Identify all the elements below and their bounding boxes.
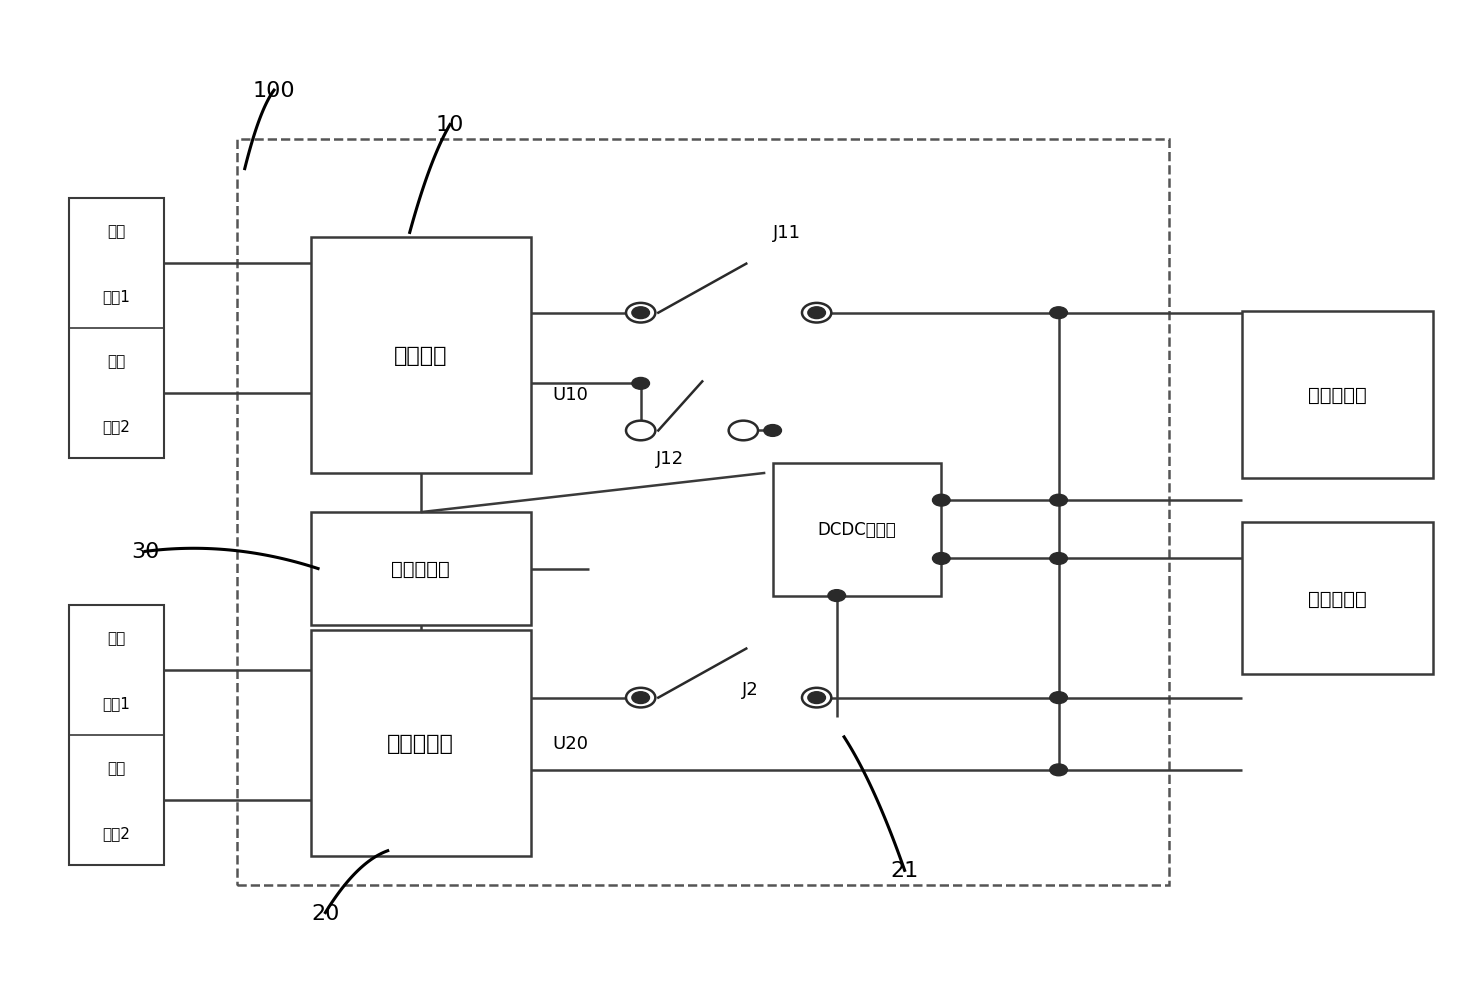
FancyBboxPatch shape — [773, 463, 941, 596]
Circle shape — [729, 421, 758, 441]
Text: J2: J2 — [742, 680, 760, 698]
FancyBboxPatch shape — [69, 199, 163, 458]
Text: 直流: 直流 — [107, 354, 125, 369]
Text: 快兗2: 快兗2 — [103, 825, 131, 841]
Circle shape — [631, 378, 649, 389]
Text: 20: 20 — [311, 902, 340, 923]
Circle shape — [808, 692, 826, 704]
FancyBboxPatch shape — [69, 605, 163, 866]
Circle shape — [1050, 553, 1067, 565]
FancyBboxPatch shape — [311, 238, 531, 473]
Circle shape — [802, 304, 832, 323]
Circle shape — [631, 692, 649, 704]
Text: 快兗1: 快兗1 — [103, 696, 131, 711]
Text: 电机控制器: 电机控制器 — [1307, 386, 1366, 404]
Text: 主电池包: 主电池包 — [394, 346, 447, 366]
Text: 10: 10 — [436, 115, 464, 135]
Circle shape — [932, 495, 949, 507]
Circle shape — [626, 304, 655, 323]
Text: 30: 30 — [131, 542, 159, 562]
Text: 直流: 直流 — [107, 760, 125, 776]
FancyBboxPatch shape — [311, 513, 531, 625]
Circle shape — [1050, 308, 1067, 319]
Circle shape — [932, 553, 949, 565]
Circle shape — [1050, 764, 1067, 776]
Text: 快兗2: 快兗2 — [103, 419, 131, 434]
Text: 100: 100 — [253, 81, 296, 101]
Text: U20: U20 — [552, 734, 589, 752]
Text: J12: J12 — [657, 450, 684, 467]
Circle shape — [764, 425, 782, 437]
Text: 21: 21 — [891, 861, 919, 880]
Circle shape — [1050, 692, 1067, 704]
Circle shape — [1050, 495, 1067, 507]
Circle shape — [626, 688, 655, 708]
Text: J11: J11 — [773, 224, 801, 243]
Circle shape — [808, 308, 826, 319]
Circle shape — [626, 421, 655, 441]
Text: 能量管理器: 能量管理器 — [392, 559, 450, 579]
Text: 快兗1: 快兗1 — [103, 289, 131, 304]
Text: 直流: 直流 — [107, 224, 125, 239]
FancyBboxPatch shape — [311, 630, 531, 856]
Text: 换电电池包: 换电电池包 — [387, 733, 455, 753]
Text: U10: U10 — [552, 386, 589, 404]
FancyBboxPatch shape — [1242, 312, 1432, 478]
Text: 整车控制器: 整车控制器 — [1307, 589, 1366, 608]
Circle shape — [827, 590, 845, 601]
Text: DCDC转换器: DCDC转换器 — [817, 521, 896, 538]
Circle shape — [631, 308, 649, 319]
FancyBboxPatch shape — [1242, 523, 1432, 674]
Text: 直流: 直流 — [107, 631, 125, 646]
Circle shape — [802, 688, 832, 708]
